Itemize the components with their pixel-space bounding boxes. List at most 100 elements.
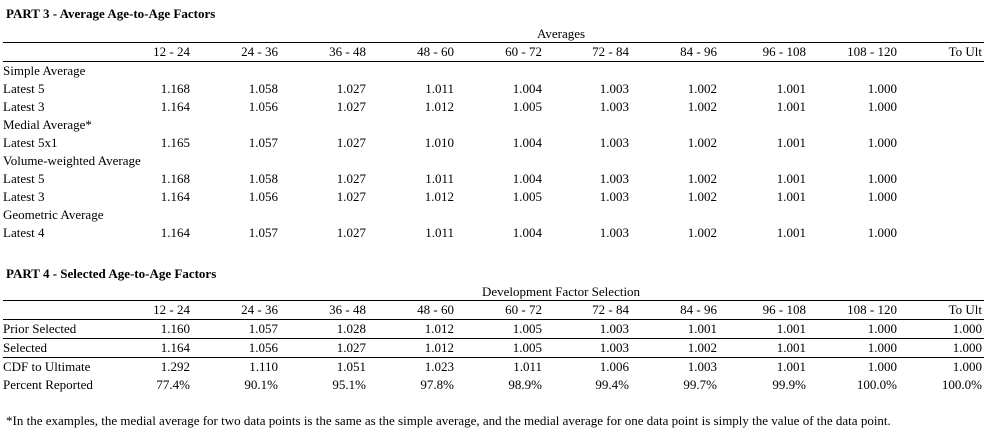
table-cell: 1.027 (280, 338, 368, 358)
row-label: Prior Selected (3, 319, 92, 339)
table-cell: 1.000 (867, 81, 897, 96)
table-cell: 1.056 (248, 99, 278, 114)
table-cell: 1.164 (160, 189, 190, 204)
part3-top-rule (3, 42, 984, 43)
section-row: Volume-weighted Average (3, 152, 984, 170)
table-cell: 95.1% (332, 377, 366, 392)
section-row: Simple Average (3, 62, 984, 81)
table-cell: 1.051 (336, 359, 366, 374)
column-header: 48 - 60 (368, 43, 456, 62)
section-label: Volume-weighted Average (3, 153, 141, 168)
table-cell: 1.001 (776, 189, 806, 204)
table-cell: 1.012 (368, 338, 456, 358)
table-cell: 1.002 (687, 99, 717, 114)
table-cell: 1.168 (160, 171, 190, 186)
column-header: 108 - 120 (808, 43, 899, 62)
section-row: Geometric Average (3, 206, 984, 224)
table-cell: 1.004 (512, 81, 542, 96)
column-header: 96 - 108 (719, 301, 808, 320)
table-cell: 1.057 (192, 319, 280, 339)
part3-header-row: 12 - 24 24 - 36 36 - 48 48 - 60 60 - 72 72 - … (3, 43, 984, 62)
table-cell: 1.023 (424, 359, 454, 374)
part3-table: 12 - 24 24 - 36 36 - 48 48 - 60 60 - 72 72 - … (3, 43, 984, 242)
table-cell: 1.000 (899, 319, 984, 339)
table-cell (899, 224, 984, 242)
table-cell: 1.027 (336, 171, 366, 186)
table-cell: 1.003 (599, 171, 629, 186)
table-row: Latest 5x1 1.165 1.057 1.027 1.010 1.004 1.003… (3, 134, 984, 152)
table-cell: 1.001 (776, 99, 806, 114)
table-cell: 1.011 (513, 359, 542, 374)
column-header: 24 - 36 (192, 301, 280, 320)
table-cell: 1.110 (249, 359, 278, 374)
column-header: To Ult (899, 301, 984, 320)
table-row: Latest 5 1.168 1.058 1.027 1.011 1.004 1.003 1.… (3, 80, 984, 98)
table-row: Selected 1.164 1.056 1.027 1.012 1.005 1.003 1.… (3, 338, 984, 358)
table-cell: 1.168 (160, 81, 190, 96)
column-header: 60 - 72 (456, 43, 544, 62)
table-cell: 1.058 (248, 81, 278, 96)
table-cell: 1.000 (867, 189, 897, 204)
row-label: Latest 5 (3, 81, 45, 96)
part4-title: PART 4 - Selected Age-to-Age Factors (6, 266, 217, 281)
table-cell: 1.001 (776, 135, 806, 150)
table-cell: 98.9% (508, 377, 542, 392)
table-cell: 1.003 (599, 99, 629, 114)
table-row: Latest 5 1.168 1.058 1.027 1.011 1.004 1.003 1.… (3, 170, 984, 188)
column-header: 60 - 72 (456, 301, 544, 320)
table-cell (899, 170, 984, 188)
table-cell: 1.005 (512, 189, 542, 204)
table-cell: 1.001 (719, 338, 808, 358)
table-cell: 1.005 (456, 338, 544, 358)
table-row: Latest 4 1.164 1.057 1.027 1.011 1.004 1.003 1.… (3, 224, 984, 242)
column-header: 24 - 36 (192, 43, 280, 62)
table-cell: 1.056 (248, 189, 278, 204)
table-cell: 1.002 (687, 189, 717, 204)
table-cell: 1.010 (424, 135, 454, 150)
table-cell: 1.292 (160, 359, 190, 374)
table-cell: 100.0% (856, 377, 897, 392)
column-header: To Ult (899, 43, 984, 62)
part4-top-rule (3, 300, 984, 301)
table-cell: 99.4% (595, 377, 629, 392)
table-cell: 1.004 (512, 225, 542, 240)
table-cell: 1.056 (192, 338, 280, 358)
table-cell: 1.003 (544, 338, 631, 358)
table-row: Percent Reported 77.4% 90.1% 95.1% 97.8% 98.9… (3, 376, 984, 394)
table-cell: 1.164 (92, 338, 192, 358)
footnote: *In the examples, the medial average for… (6, 413, 891, 428)
table-cell (899, 80, 984, 98)
row-label: Latest 5x1 (3, 135, 58, 150)
part4-header-row: 12 - 24 24 - 36 36 - 48 48 - 60 60 - 72 72 - … (3, 301, 984, 320)
part4-table: 12 - 24 24 - 36 36 - 48 48 - 60 60 - 72 72 - … (3, 301, 984, 394)
table-cell: 1.003 (599, 81, 629, 96)
column-header: 12 - 24 (92, 301, 192, 320)
table-cell (899, 188, 984, 206)
table-cell: 1.012 (424, 189, 454, 204)
table-cell: 1.003 (599, 135, 629, 150)
table-cell: 1.005 (456, 319, 544, 339)
table-row: Latest 3 1.164 1.056 1.027 1.012 1.005 1.003 1.… (3, 188, 984, 206)
table-cell: 1.000 (867, 99, 897, 114)
table-cell: 100.0% (941, 377, 982, 392)
table-row: Prior Selected 1.160 1.057 1.028 1.012 1.005 1… (3, 319, 984, 339)
table-cell: 1.000 (867, 171, 897, 186)
row-label: Latest 5 (3, 171, 45, 186)
table-cell: 1.003 (599, 225, 629, 240)
table-cell: 1.002 (687, 171, 717, 186)
table-cell: 1.002 (687, 135, 717, 150)
column-header: 12 - 24 (92, 43, 192, 62)
table-cell: 97.8% (420, 377, 454, 392)
table-cell: 77.4% (156, 377, 190, 392)
table-row: CDF to Ultimate 1.292 1.110 1.051 1.023 1.011… (3, 358, 984, 377)
table-cell: 1.000 (867, 135, 897, 150)
table-cell: 1.001 (776, 81, 806, 96)
table-cell: 1.000 (808, 319, 899, 339)
section-label: Medial Average* (3, 117, 92, 132)
table-cell: 99.7% (683, 377, 717, 392)
section-row: Medial Average* (3, 116, 984, 134)
column-header: 84 - 96 (631, 43, 719, 62)
table-cell: 1.027 (336, 81, 366, 96)
table-cell: 90.1% (244, 377, 278, 392)
column-header: 96 - 108 (719, 43, 808, 62)
